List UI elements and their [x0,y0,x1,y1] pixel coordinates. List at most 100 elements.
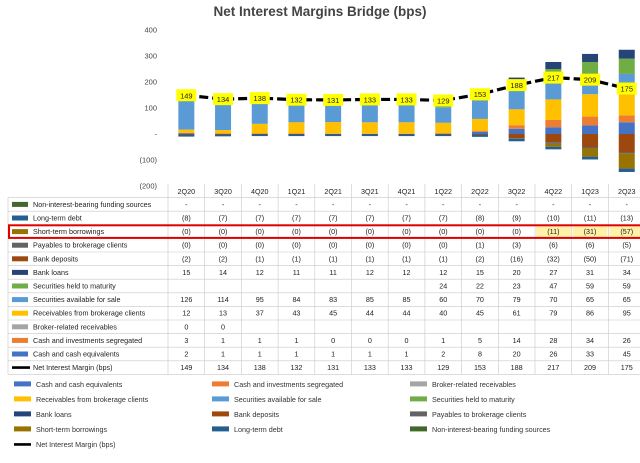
table-cell: 0 [331,336,335,345]
legend: Cash and cash equivalents Cash and invest… [14,380,551,449]
table-cell: 95 [256,295,264,304]
bar-segment-long-term-debt [435,134,452,137]
table-cell: 1 [221,336,225,345]
y-tick-label: (100) [139,156,157,165]
table-cell: (3) [512,241,521,250]
row-key-swatch [12,256,28,262]
bar-segment-bank-deposits [471,134,488,135]
table-cell: 27 [549,268,557,277]
x-tick-label: 2Q23 [618,187,636,196]
row-label: Payables to brokerage clients [33,241,128,250]
table-cell: 70 [476,295,484,304]
table-cell: (1) [329,254,338,263]
table-cell: 8 [478,350,482,359]
nim-label-text: 131 [327,96,340,105]
table-cell: 59 [623,282,631,291]
table-cell: 1 [258,336,262,345]
table-cell: 175 [621,363,633,372]
nim-label-text: 129 [437,96,450,105]
row-label: Long-term debt [33,214,82,223]
table-cell: 26 [623,336,631,345]
table-row-long-term-debt: Long-term debt (8) (7) (7) (7) (7) (7) (7) (7) (8… [12,214,633,223]
nim-data-label: 175 [616,82,637,95]
nim-data-label: 133 [396,93,417,106]
bar-segment-cash-and-investments-segregated [435,133,452,134]
legend-label: Bank loans [36,410,72,419]
legend-item-long-term-debt: Long-term debt [212,425,283,434]
table-cell: (0) [365,241,374,250]
bar-segment-bank-deposits [215,134,232,135]
nim-data-label: 133 [359,93,380,106]
nim-label-bg [616,82,637,95]
nim-label-bg [543,71,564,84]
nim-label-text: 217 [547,74,560,83]
row-key-swatch [12,269,28,275]
bar-segment-securities-available-for-sale [215,100,232,131]
table-cell: 84 [292,295,300,304]
row-key-swatch [12,337,28,343]
bar-segment-payables-to-brokerage-clients [545,142,562,144]
legend-swatch [410,381,427,387]
nim-label-bg [469,88,490,101]
bar-segment-receivables-from-brokerage-clients [288,122,305,134]
nim-label-text: 132 [290,96,303,105]
table-cell: 20 [513,350,521,359]
nim-data-label: 209 [580,73,601,86]
table-cell: 129 [437,363,449,372]
table-cell: (11) [584,214,596,223]
legend-item-short-term-borrowings: Short-term borrowings [14,425,108,434]
bar-segment-bank-loans [618,49,635,59]
legend-swatch [212,381,229,387]
table-cell: (2) [219,254,228,263]
table-cell: 40 [439,309,447,318]
nim-data-label: 134 [213,93,234,106]
x-tick-label: 3Q20 [214,187,232,196]
table-cell: 0 [221,322,225,331]
y-tick-label: 200 [144,78,157,87]
legend-label: Cash and investments segregated [234,380,343,389]
table-cell: (1) [476,241,485,250]
row-label: Bank deposits [33,254,79,263]
row-key-swatch [12,242,28,248]
bar-segment-receivables-from-brokerage-clients [398,122,415,134]
legend-label: Payables to brokerage clients [432,410,527,419]
table-cell: (31) [584,227,597,236]
table-cell: (1) [292,254,301,263]
x-tick-label: 1Q21 [288,187,306,196]
nim-label-bg [359,93,380,106]
legend-swatch [14,396,31,402]
legend-label: Bank deposits [234,410,280,419]
x-tick-label: 4Q22 [545,187,563,196]
table-cell: (71) [620,254,633,263]
table-cell: (0) [292,241,301,250]
table-cell: (2) [182,254,191,263]
table-cell: (1) [439,254,448,263]
nim-label-bg [396,93,417,106]
bar-segment-securities-available-for-sale [251,99,268,124]
nim-label-bg [176,89,197,102]
bar-segment-securities-available-for-sale [178,96,195,130]
bar-segment-payables-to-brokerage-clients [618,152,635,154]
table-cell: 114 [217,295,228,304]
table-cell: 133 [401,363,413,372]
table-cell: 12 [403,268,411,277]
table-cell: 153 [474,363,486,372]
table-cell: - [185,200,188,209]
table-cell: (0) [476,227,485,236]
nim-label-bg [286,93,307,106]
bar-segment-long-term-debt [582,156,599,160]
table-cell: 31 [586,268,594,277]
bar-segment-bank-loans [545,61,562,69]
table-cell: (10) [547,214,560,223]
bar-segment-cash-and-investments-segregated [582,116,599,126]
table-cell: 1 [331,350,335,359]
table-cell: 126 [180,295,192,304]
table-cell: 2 [441,350,445,359]
y-tick-label: - [155,130,158,139]
table-cell: (0) [512,227,521,236]
bar-segment-long-term-debt [508,138,525,142]
table-cell: 24 [439,282,447,291]
table-cell: 217 [547,363,559,372]
table-cell: 65 [623,295,631,304]
